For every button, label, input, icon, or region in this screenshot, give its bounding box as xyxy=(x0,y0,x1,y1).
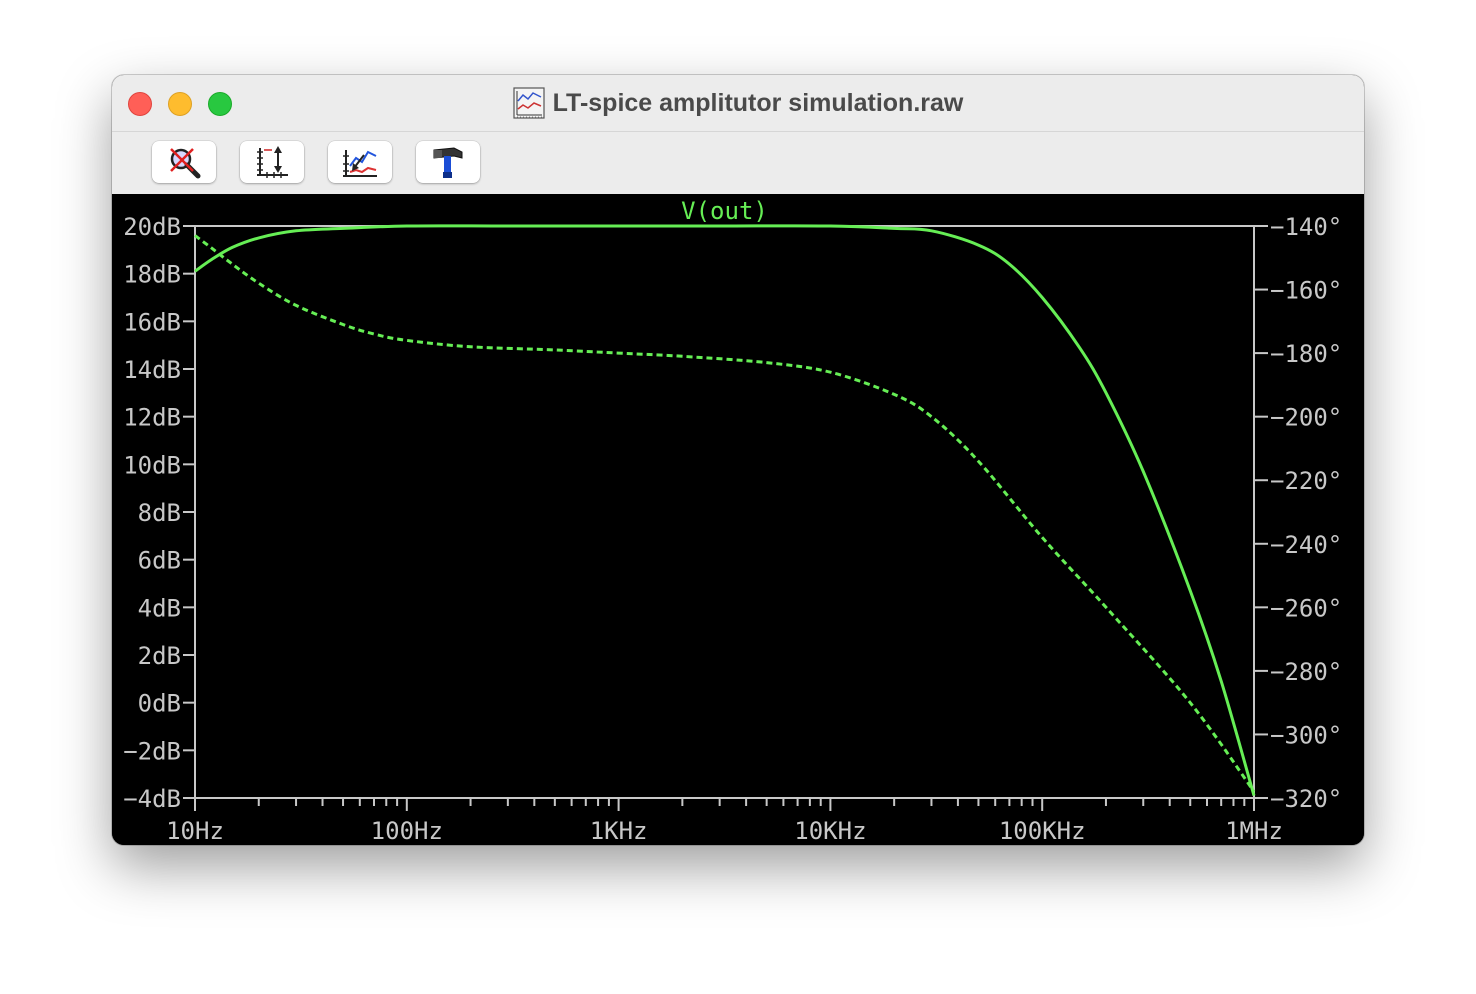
x-tick-label: 10KHz xyxy=(794,817,866,845)
hammer-icon xyxy=(433,147,463,178)
y-left-tick-label: 4dB xyxy=(138,594,181,622)
close-window-button[interactable] xyxy=(128,92,152,116)
trace-title: V(out) xyxy=(681,197,768,225)
axis-arrows-icon xyxy=(257,146,288,178)
y-left-tick-label: 20dB xyxy=(123,213,181,241)
waveform-plot-icon xyxy=(513,87,545,119)
x-tick-label: 1MHz xyxy=(1225,817,1283,845)
autorange-button[interactable] xyxy=(152,141,216,183)
y-left-tick-label: 12dB xyxy=(123,404,181,432)
y-left-tick-label: 16dB xyxy=(123,308,181,336)
y-left-tick-label: 18dB xyxy=(123,261,181,289)
trace-pick-button[interactable] xyxy=(328,141,392,183)
y-right-tick-label: −300° xyxy=(1270,721,1342,749)
minimize-window-button[interactable] xyxy=(168,92,192,116)
y-right-tick-label: −180° xyxy=(1270,340,1342,368)
x-tick-label: 10Hz xyxy=(166,817,224,845)
magnifier-crossed-icon xyxy=(170,148,201,179)
y-left-tick-label: 0dB xyxy=(138,690,181,718)
y-left-tick-label: 10dB xyxy=(123,451,181,479)
phase-trace xyxy=(194,234,1256,793)
y-left-tick-label: 8dB xyxy=(138,499,181,527)
zoom-extents-button[interactable] xyxy=(240,141,304,183)
y-right-tick-label: −160° xyxy=(1270,277,1342,305)
plot-area[interactable]: V(out) 10Hz 100Hz 1KHz 10KHz 100KHz 1MHz 20dB 18… xyxy=(112,194,1364,845)
y-left-tick-label: 2dB xyxy=(138,642,181,670)
y-right-tick-label: −220° xyxy=(1270,467,1342,495)
window-title-group: LT-spice amplitutor simulation.raw xyxy=(112,75,1364,131)
y-right-tick-label: −200° xyxy=(1270,404,1342,432)
y-right-tick-label: −240° xyxy=(1270,531,1342,559)
y-right-tick-label: −140° xyxy=(1270,213,1342,241)
title-bar: LT-spice amplitutor simulation.raw xyxy=(112,75,1364,131)
window-title: LT-spice amplitutor simulation.raw xyxy=(552,88,964,117)
y-right-tick-label: −280° xyxy=(1270,658,1342,686)
plot-frame xyxy=(194,225,1255,799)
y-right-tick-label: −260° xyxy=(1270,594,1342,622)
y-left-tick-label: 14dB xyxy=(123,356,181,384)
x-tick-label: 1KHz xyxy=(590,817,648,845)
plot-window: LT-spice amplitutor simulation.raw xyxy=(112,75,1364,845)
y-left-tick-label: −2dB xyxy=(123,737,181,765)
x-tick-label: 100KHz xyxy=(999,817,1086,845)
zoom-window-button[interactable] xyxy=(208,92,232,116)
trace-cursor-icon xyxy=(343,150,377,177)
toolbar xyxy=(112,131,1364,194)
bode-plot[interactable]: V(out) 10Hz 100Hz 1KHz 10KHz 100KHz 1MHz 20dB 18… xyxy=(112,194,1364,845)
y-left-tick-label: −4dB xyxy=(123,785,181,813)
x-tick-label: 100Hz xyxy=(371,817,443,845)
magnitude-trace xyxy=(194,224,1256,797)
y-right-tick-label: −320° xyxy=(1270,785,1342,813)
y-left-tick-label: 6dB xyxy=(138,547,181,575)
settings-button[interactable] xyxy=(416,141,480,183)
